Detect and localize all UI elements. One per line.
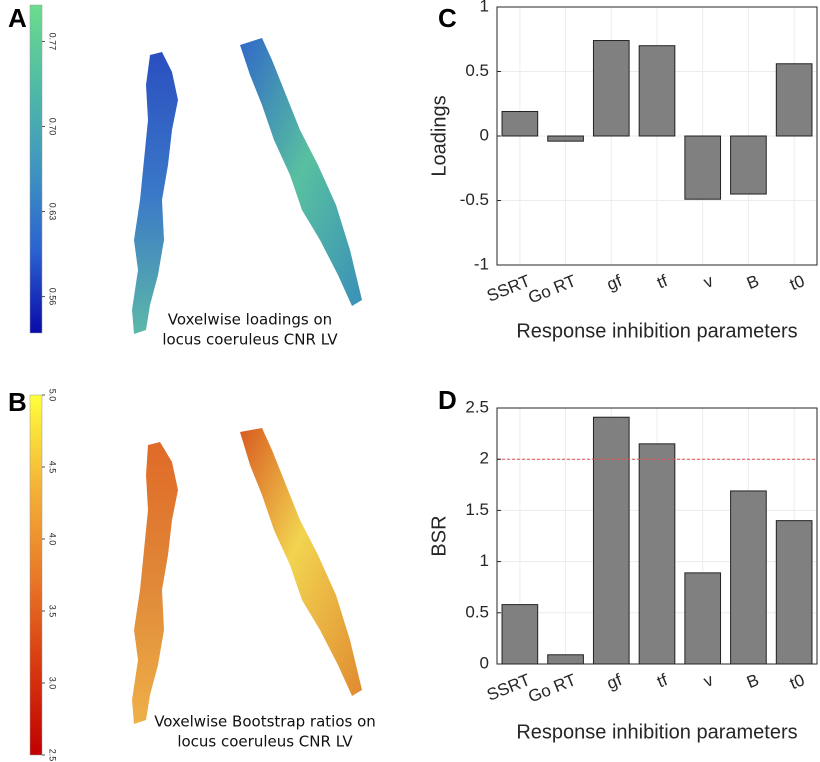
colorbar (29, 394, 43, 756)
x-axis-title: Response inhibition parameters (516, 320, 797, 342)
y-tick-label: 0 (480, 653, 489, 672)
panel-letter: A (8, 3, 27, 33)
locus-coeruleus-right (240, 38, 362, 306)
bar (592, 40, 630, 137)
y-tick-label: 0 (480, 125, 489, 144)
axes-box (496, 407, 818, 665)
locus-coeruleus-right (240, 428, 362, 696)
x-tick-label: tf (654, 271, 670, 292)
bar (730, 135, 767, 195)
y-tick-label: 1 (480, 551, 489, 570)
x-tick-label: SSRT (484, 670, 533, 704)
x-tick-label: Go RT (525, 271, 578, 307)
caption: locus coeruleus CNR LV (177, 733, 353, 751)
y-axis-title: BSR (428, 515, 450, 556)
bar (592, 416, 630, 665)
colorbar-tick-label: 4.0 (48, 533, 58, 546)
caption: Voxelwise loadings on (168, 311, 332, 329)
bar (638, 443, 676, 665)
bar (547, 135, 584, 142)
bar (501, 604, 539, 665)
colorbar-tick-label: 2.5 (48, 749, 58, 762)
locus-coeruleus-left (132, 442, 178, 724)
locus-coeruleus-left (132, 52, 178, 334)
caption: Voxelwise Bootstrap ratios on (154, 713, 376, 731)
x-tick-label: tf (654, 670, 670, 691)
panel-letter: C (438, 3, 457, 33)
x-tick-label: gf (604, 271, 625, 294)
y-tick-label: -0.5 (460, 190, 489, 209)
panel-letter: D (438, 385, 457, 415)
x-tick-label: B (744, 271, 762, 293)
colorbar-tick-label: 0.70 (48, 118, 58, 136)
colorbar-tick-label: 0.63 (48, 203, 58, 221)
x-tick-label: SSRT (484, 271, 533, 305)
y-tick-label: 2 (480, 449, 489, 468)
colorbar-tick-label: 4.5 (48, 461, 58, 474)
y-tick-label: 0.5 (465, 602, 489, 621)
x-tick-label: gf (604, 670, 625, 693)
x-tick-label: Go RT (525, 670, 578, 706)
bar (501, 110, 539, 137)
bar (730, 490, 767, 665)
bar (684, 572, 722, 665)
colorbar-tick-label: 3.0 (48, 677, 58, 690)
bar (684, 135, 722, 200)
x-tick-label: t0 (787, 670, 807, 693)
y-axis-title: Loadings (428, 95, 450, 176)
colorbar-tick-label: 0.77 (48, 33, 58, 51)
bar (775, 63, 813, 137)
colorbar-tick-label: 3.5 (48, 605, 58, 618)
colorbar (29, 4, 43, 334)
y-tick-label: 1 (480, 0, 489, 15)
colorbar-tick-label: 0.56 (48, 288, 58, 306)
brain-renderings (132, 38, 362, 724)
bar (638, 45, 676, 137)
caption: locus coeruleus CNR LV (162, 331, 338, 349)
x-tick-label: v (701, 670, 716, 691)
x-axis-title: Response inhibition parameters (516, 721, 797, 743)
bar (775, 520, 813, 665)
colorbar-tick-label: 5.0 (48, 389, 58, 402)
x-tick-label: t0 (787, 271, 807, 294)
x-tick-label: v (701, 271, 716, 292)
y-tick-label: 1.5 (465, 500, 489, 519)
y-tick-label: -1 (474, 254, 489, 273)
panel-letter: B (8, 387, 27, 417)
y-tick-label: 2.5 (465, 397, 489, 416)
y-tick-label: 0.5 (465, 61, 489, 80)
bar (547, 654, 584, 665)
x-tick-label: B (744, 670, 762, 692)
